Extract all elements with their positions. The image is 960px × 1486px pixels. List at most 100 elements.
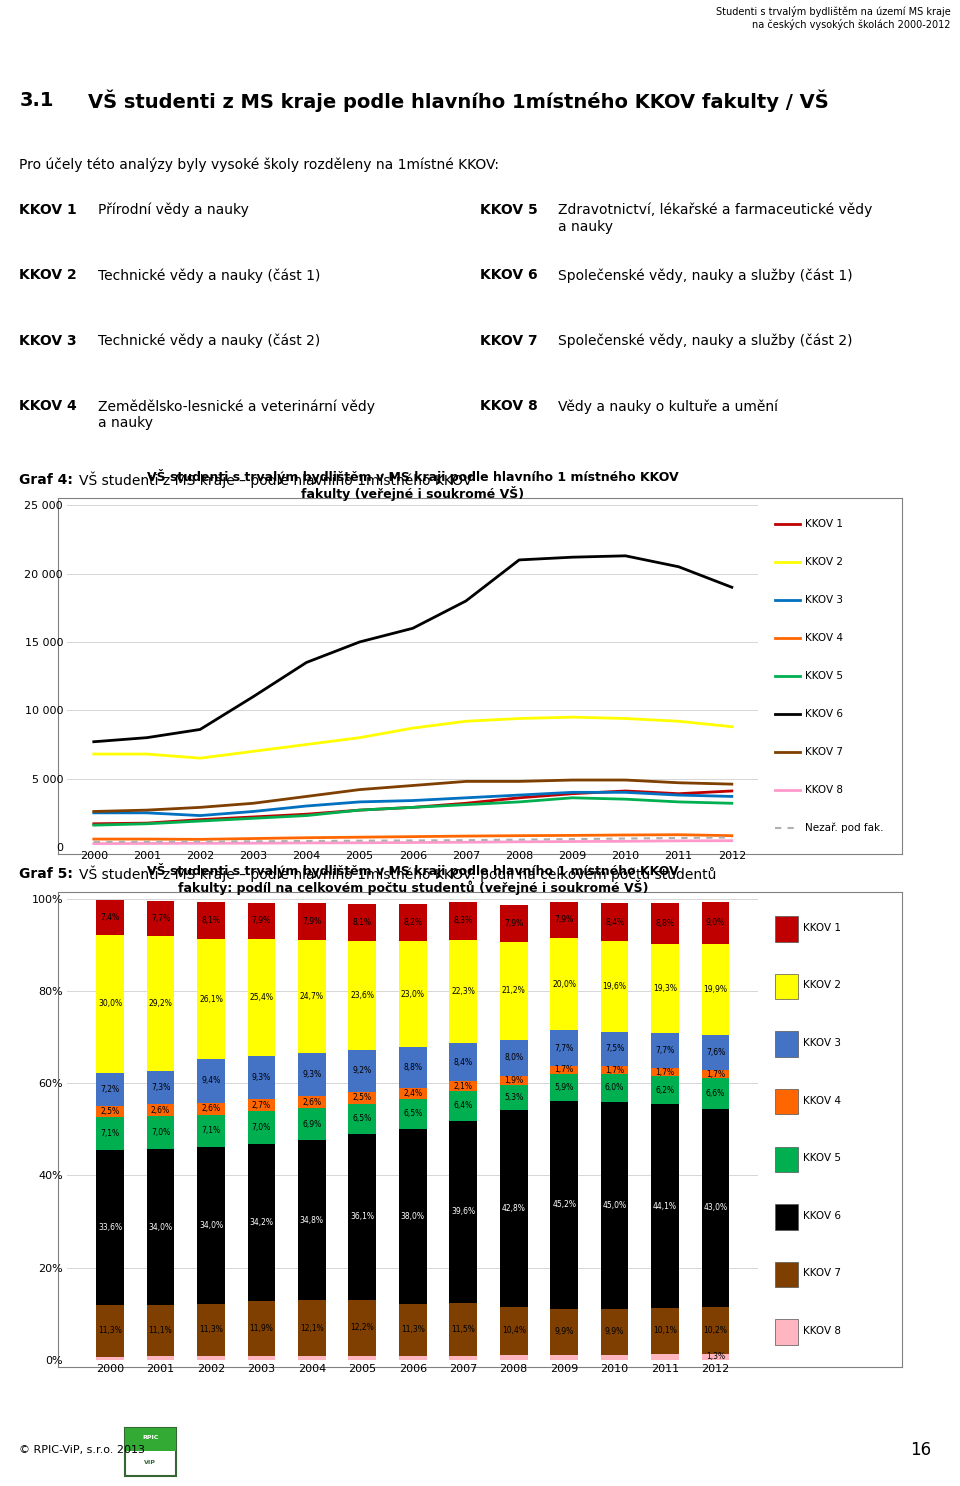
Text: 11,3%: 11,3% — [401, 1326, 424, 1334]
Text: 16: 16 — [910, 1441, 931, 1459]
Text: 7,5%: 7,5% — [605, 1045, 624, 1054]
Text: 7,7%: 7,7% — [656, 1046, 675, 1055]
Bar — [449, 1120, 477, 1303]
Text: 20,0%: 20,0% — [552, 979, 576, 988]
Text: 34,0%: 34,0% — [149, 1223, 173, 1232]
Bar — [702, 1306, 730, 1354]
Bar — [651, 1033, 679, 1068]
Bar — [776, 1204, 798, 1229]
Bar — [449, 1082, 477, 1091]
Bar — [550, 1030, 578, 1065]
Text: KKOV 2: KKOV 2 — [805, 557, 843, 568]
Text: Zdravotnictví, lékařské a farmaceutické vědy
a nauky: Zdravotnictví, lékařské a farmaceutické … — [559, 204, 873, 233]
Bar — [550, 1101, 578, 1309]
Text: 12,2%: 12,2% — [350, 1324, 374, 1333]
Text: KKOV 1: KKOV 1 — [19, 204, 77, 217]
Text: 7,7%: 7,7% — [151, 914, 170, 923]
Bar — [702, 1079, 730, 1109]
Text: 3.1: 3.1 — [19, 91, 54, 110]
Text: 19,6%: 19,6% — [603, 982, 627, 991]
Text: 9,3%: 9,3% — [302, 1070, 322, 1079]
Text: 24,7%: 24,7% — [300, 993, 324, 1002]
Text: 7,0%: 7,0% — [252, 1123, 271, 1132]
Bar — [651, 1308, 679, 1354]
Bar — [651, 1076, 679, 1104]
Text: 1,7%: 1,7% — [656, 1067, 675, 1076]
Bar — [651, 1354, 679, 1360]
Title: VŠ studenti s trvalým bydlištěm v MS kraji podle hlavního 1 místného KKOV
fakult: VŠ studenti s trvalým bydlištěm v MS kra… — [147, 470, 679, 501]
Text: 33,6%: 33,6% — [98, 1223, 122, 1232]
Text: 2,6%: 2,6% — [202, 1104, 221, 1113]
Text: 9,4%: 9,4% — [202, 1076, 221, 1085]
Text: 9,9%: 9,9% — [605, 1327, 624, 1336]
Text: 6,9%: 6,9% — [302, 1119, 322, 1128]
Text: 19,9%: 19,9% — [704, 985, 728, 994]
Text: 1,7%: 1,7% — [605, 1065, 624, 1074]
Text: 6,6%: 6,6% — [706, 1089, 725, 1098]
Text: 8,3%: 8,3% — [454, 917, 473, 926]
Text: 10,4%: 10,4% — [502, 1326, 526, 1334]
Bar — [776, 1031, 798, 1057]
Bar — [776, 973, 798, 999]
Text: 9,9%: 9,9% — [555, 1327, 574, 1336]
Bar — [348, 1049, 376, 1092]
Text: KKOV 8: KKOV 8 — [480, 400, 538, 413]
Text: 9,0%: 9,0% — [706, 918, 725, 927]
Bar — [96, 1357, 124, 1360]
Bar — [248, 1302, 276, 1357]
Bar — [399, 1303, 426, 1357]
Bar — [776, 1147, 798, 1172]
Text: © RPIC-ViP, s.r.o. 2013: © RPIC-ViP, s.r.o. 2013 — [19, 1446, 145, 1455]
Text: 34,0%: 34,0% — [199, 1221, 223, 1230]
Text: 8,1%: 8,1% — [353, 918, 372, 927]
Bar — [399, 1088, 426, 1100]
Bar — [96, 935, 124, 1073]
Bar — [298, 1300, 325, 1357]
Bar — [399, 1100, 426, 1129]
Text: KKOV 1: KKOV 1 — [805, 519, 843, 529]
Text: 7,4%: 7,4% — [101, 912, 120, 921]
Text: KKOV 1: KKOV 1 — [803, 923, 841, 933]
Text: 29,2%: 29,2% — [149, 999, 173, 1008]
Bar — [298, 1140, 325, 1300]
Text: 8,0%: 8,0% — [504, 1054, 523, 1062]
Bar — [248, 1357, 276, 1360]
Bar — [601, 1074, 629, 1101]
Text: 7,9%: 7,9% — [252, 917, 271, 926]
Text: VŠ studenti z MS kraje – podle hlavního 1místného KKOV: podíl na celkovém počtu : VŠ studenti z MS kraje – podle hlavního … — [79, 865, 716, 883]
Text: 9,3%: 9,3% — [252, 1073, 271, 1082]
Text: Zemědělsko-lesnické a veterinární vědy
a nauky: Zemědělsko-lesnické a veterinární vědy a… — [98, 400, 374, 429]
Text: 2,1%: 2,1% — [454, 1082, 472, 1091]
Bar — [298, 1054, 325, 1097]
Text: VIP: VIP — [144, 1461, 156, 1465]
Text: 7,0%: 7,0% — [151, 1128, 170, 1137]
Bar — [348, 903, 376, 941]
Text: 8,4%: 8,4% — [454, 1058, 473, 1067]
Bar — [147, 936, 175, 1071]
Text: 7,9%: 7,9% — [302, 917, 322, 926]
Text: 2,4%: 2,4% — [403, 1089, 422, 1098]
Bar — [298, 939, 325, 1054]
FancyBboxPatch shape — [125, 1428, 176, 1476]
Bar — [449, 941, 477, 1043]
Bar — [776, 917, 798, 942]
Bar — [348, 1357, 376, 1360]
Bar — [147, 1305, 175, 1357]
Bar — [147, 1357, 175, 1360]
Text: 44,1%: 44,1% — [653, 1202, 677, 1211]
Text: KKOV 6: KKOV 6 — [803, 1211, 841, 1220]
Text: 8,4%: 8,4% — [605, 917, 624, 927]
Text: 1,9%: 1,9% — [504, 1076, 523, 1085]
Text: 26,1%: 26,1% — [199, 994, 223, 1003]
Text: 7,7%: 7,7% — [555, 1043, 574, 1052]
Bar — [96, 1106, 124, 1117]
Text: KKOV 3: KKOV 3 — [805, 596, 843, 605]
Text: 34,8%: 34,8% — [300, 1216, 324, 1224]
Bar — [500, 942, 528, 1040]
Bar — [550, 1355, 578, 1360]
Bar — [550, 938, 578, 1030]
Bar — [776, 1262, 798, 1287]
FancyBboxPatch shape — [125, 1428, 176, 1452]
Bar — [449, 902, 477, 941]
Bar — [550, 1073, 578, 1101]
